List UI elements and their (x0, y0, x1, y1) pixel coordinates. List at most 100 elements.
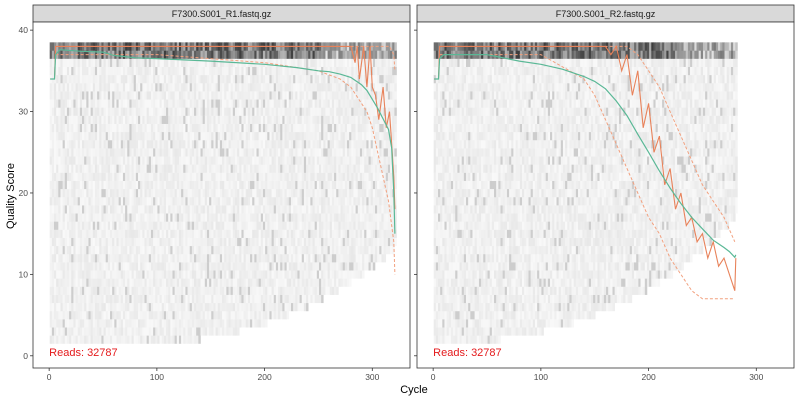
heatmap-tile (140, 58, 143, 67)
heatmap-tile (323, 172, 326, 181)
heatmap-tile (191, 83, 195, 92)
heatmap-tile (232, 205, 236, 214)
heatmap-tile (150, 278, 154, 287)
heatmap-tile (97, 156, 100, 165)
heatmap-tile (135, 91, 139, 100)
heatmap-tile (342, 172, 346, 181)
heatmap-tile (219, 148, 223, 157)
heatmap-tile (131, 188, 135, 198)
heatmap-tile (135, 213, 139, 222)
heatmap-tile (86, 278, 89, 287)
heatmap-tile (185, 311, 188, 320)
heatmap-tile (75, 197, 78, 206)
heatmap-tile (331, 140, 335, 149)
heatmap-tile (84, 74, 87, 84)
heatmap-tile (90, 262, 94, 271)
heatmap-tile (138, 58, 141, 67)
heatmap-tile (176, 115, 180, 124)
heatmap-tile (185, 262, 188, 271)
heatmap-tile (303, 262, 307, 271)
heatmap-tile (105, 83, 109, 92)
heatmap-tile (222, 245, 225, 255)
heatmap-tile (211, 311, 214, 320)
heatmap-tile (280, 221, 283, 230)
heatmap-tile (284, 254, 287, 263)
heatmap-tile (101, 83, 104, 92)
heatmap-tile (77, 123, 81, 133)
heatmap-tile (334, 213, 337, 222)
heatmap-tile (325, 180, 328, 190)
heatmap-tile (97, 245, 100, 255)
heatmap-tile (153, 262, 156, 271)
heatmap-tile (131, 335, 135, 344)
heatmap-tile (138, 115, 141, 124)
heatmap-tile (254, 58, 257, 67)
heatmap-tile (331, 172, 335, 181)
heatmap-tile (245, 188, 249, 198)
heatmap-tile (114, 270, 117, 279)
heatmap-tile (170, 91, 173, 100)
heatmap-tile (150, 123, 154, 133)
heatmap-tile (329, 286, 333, 295)
heatmap-tile (129, 156, 132, 165)
heatmap-tile (222, 99, 225, 108)
heatmap-tile (168, 91, 171, 100)
heatmap-tile (129, 294, 132, 304)
heatmap-tile (280, 99, 283, 108)
heatmap-tile (230, 278, 234, 287)
heatmap-tile (153, 83, 156, 92)
heatmap-tile (66, 311, 70, 320)
heatmap-tile (125, 302, 128, 312)
heatmap-tile (56, 278, 59, 287)
heatmap-tile (116, 278, 119, 287)
heatmap-tile (241, 131, 244, 141)
heatmap-tile (84, 156, 87, 165)
heatmap-tile (334, 50, 337, 59)
heatmap-tile (275, 254, 279, 263)
heatmap-tile (265, 213, 268, 222)
heatmap-tile (206, 74, 210, 84)
heatmap-tile (170, 83, 173, 92)
heatmap-tile (51, 254, 55, 263)
heatmap-tile (206, 327, 210, 336)
heatmap-tile (148, 327, 152, 336)
heatmap-tile (157, 123, 160, 133)
heatmap-tile (153, 115, 156, 124)
heatmap-tile (284, 83, 287, 92)
heatmap-tile (58, 319, 61, 328)
heatmap-tile (99, 205, 102, 214)
heatmap-tile (321, 123, 324, 133)
heatmap-tile (66, 188, 70, 198)
heatmap-tile (241, 262, 244, 271)
heatmap-tile (114, 254, 117, 263)
heatmap-tile (243, 319, 247, 328)
heatmap-tile (90, 148, 94, 157)
heatmap-tile (271, 278, 275, 287)
heatmap-tile (122, 197, 126, 206)
heatmap-tile (79, 319, 83, 328)
heatmap-tile (312, 254, 315, 263)
heatmap-tile (284, 115, 287, 124)
heatmap-tile (75, 335, 78, 344)
heatmap-tile (99, 148, 102, 157)
heatmap-tile (349, 107, 352, 116)
heatmap-tile (194, 335, 197, 344)
heatmap-tile (301, 180, 305, 190)
heatmap-tile (209, 262, 212, 271)
heatmap-tile (342, 74, 346, 84)
heatmap-tile (183, 164, 186, 173)
heatmap-tile (71, 66, 74, 76)
heatmap-tile (131, 197, 135, 206)
heatmap-tile (297, 123, 300, 133)
heatmap-tile (316, 164, 320, 173)
heatmap-tile (131, 180, 135, 190)
heatmap-tile (189, 229, 193, 238)
heatmap-tile (280, 270, 283, 279)
heatmap-tile (77, 286, 81, 295)
heatmap-tile (329, 66, 333, 76)
heatmap-tile (148, 148, 152, 157)
heatmap-tile (157, 172, 160, 181)
heatmap-tile (271, 83, 275, 92)
heatmap-tile (58, 131, 61, 141)
heatmap-tile (97, 123, 100, 133)
